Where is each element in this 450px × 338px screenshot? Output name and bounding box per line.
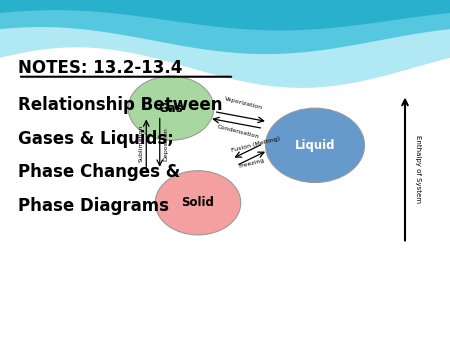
Text: Phase Diagrams: Phase Diagrams: [18, 197, 169, 215]
Text: Gas: Gas: [158, 102, 184, 115]
Polygon shape: [0, 0, 450, 54]
Circle shape: [128, 76, 214, 140]
Text: Phase Changes &: Phase Changes &: [18, 163, 180, 182]
Text: Sublimation: Sublimation: [138, 125, 144, 162]
Polygon shape: [0, 0, 450, 30]
Text: Relationship Between: Relationship Between: [18, 96, 222, 114]
Text: Freezing: Freezing: [238, 158, 265, 169]
Text: Gases & Liquids;: Gases & Liquids;: [18, 129, 174, 148]
Text: NOTES: 13.2-13.4: NOTES: 13.2-13.4: [18, 58, 182, 77]
Text: Liquid: Liquid: [295, 139, 335, 152]
Polygon shape: [0, 0, 450, 88]
Text: Vaporization: Vaporization: [224, 97, 264, 111]
Text: Solid: Solid: [181, 196, 215, 209]
Text: Fusion (Melting): Fusion (Melting): [231, 136, 280, 153]
Text: Condensation: Condensation: [217, 124, 260, 140]
Circle shape: [155, 171, 241, 235]
Text: Deposition: Deposition: [163, 127, 168, 161]
Text: Enthalpy of System: Enthalpy of System: [414, 135, 421, 203]
Circle shape: [266, 108, 365, 183]
